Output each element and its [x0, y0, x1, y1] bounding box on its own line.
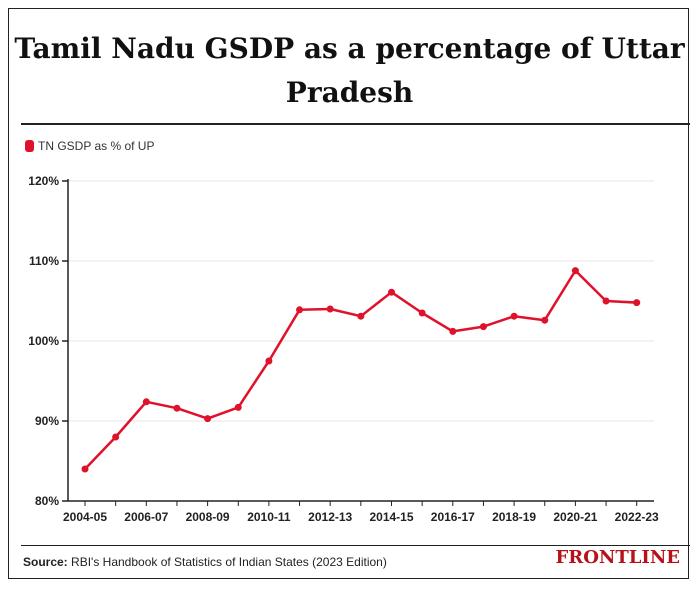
legend: TN GSDP as % of UP — [25, 139, 154, 153]
data-point — [112, 433, 120, 441]
source-note: Source: RBI's Handbook of Statistics of … — [23, 555, 387, 569]
data-point — [357, 312, 365, 320]
chart-title-line-2: Pradesh — [285, 76, 414, 109]
x-tick-label: 2018-19 — [492, 510, 536, 524]
x-tick-label: 2020-21 — [553, 510, 597, 524]
data-point — [326, 305, 334, 313]
y-tick-label: 80% — [35, 494, 59, 508]
x-tick-label: 2008-09 — [186, 510, 230, 524]
data-point — [510, 312, 518, 320]
y-tick-label: 90% — [35, 414, 59, 428]
series-line — [84, 269, 637, 470]
x-tick-label: 2004-05 — [63, 510, 107, 524]
y-tick-label: 100% — [28, 334, 59, 348]
data-point — [479, 323, 487, 331]
data-point — [418, 309, 426, 317]
legend-swatch — [25, 140, 34, 152]
x-tick-label: 2012-13 — [308, 510, 352, 524]
data-point — [633, 299, 641, 307]
source-label: Source: — [23, 555, 68, 569]
data-point — [204, 415, 212, 423]
title-divider — [21, 123, 690, 125]
x-tick-label: 2010-11 — [247, 510, 291, 524]
x-tick-label: 2022-23 — [615, 510, 659, 524]
data-point — [265, 357, 273, 365]
data-point — [296, 306, 304, 314]
data-point — [173, 404, 181, 412]
legend-label: TN GSDP as % of UP — [38, 139, 155, 153]
data-point — [571, 267, 579, 275]
data-point — [541, 316, 549, 324]
data-point — [602, 297, 610, 305]
x-tick-label: 2016-17 — [431, 510, 475, 524]
footer-divider — [21, 545, 690, 546]
data-point — [388, 288, 395, 296]
chart-title: Tamil Nadu GSDP as a percentage of Uttar… — [9, 27, 690, 115]
source-text: RBI's Handbook of Statistics of Indian S… — [71, 555, 387, 569]
y-tick-label: 110% — [29, 254, 59, 268]
data-point — [449, 327, 457, 335]
y-tick-label: 120% — [28, 174, 59, 188]
data-point — [81, 465, 89, 473]
data-point — [142, 398, 150, 406]
chart-card: Tamil Nadu GSDP as a percentage of Uttar… — [8, 8, 690, 579]
x-tick-label: 2006-07 — [124, 510, 168, 524]
brand-logo: FRONTLINE — [555, 547, 680, 568]
chart-title-line-1: Tamil Nadu GSDP as a percentage of Uttar — [14, 32, 685, 65]
data-point — [234, 403, 242, 411]
x-tick-label: 2014-15 — [369, 510, 413, 524]
